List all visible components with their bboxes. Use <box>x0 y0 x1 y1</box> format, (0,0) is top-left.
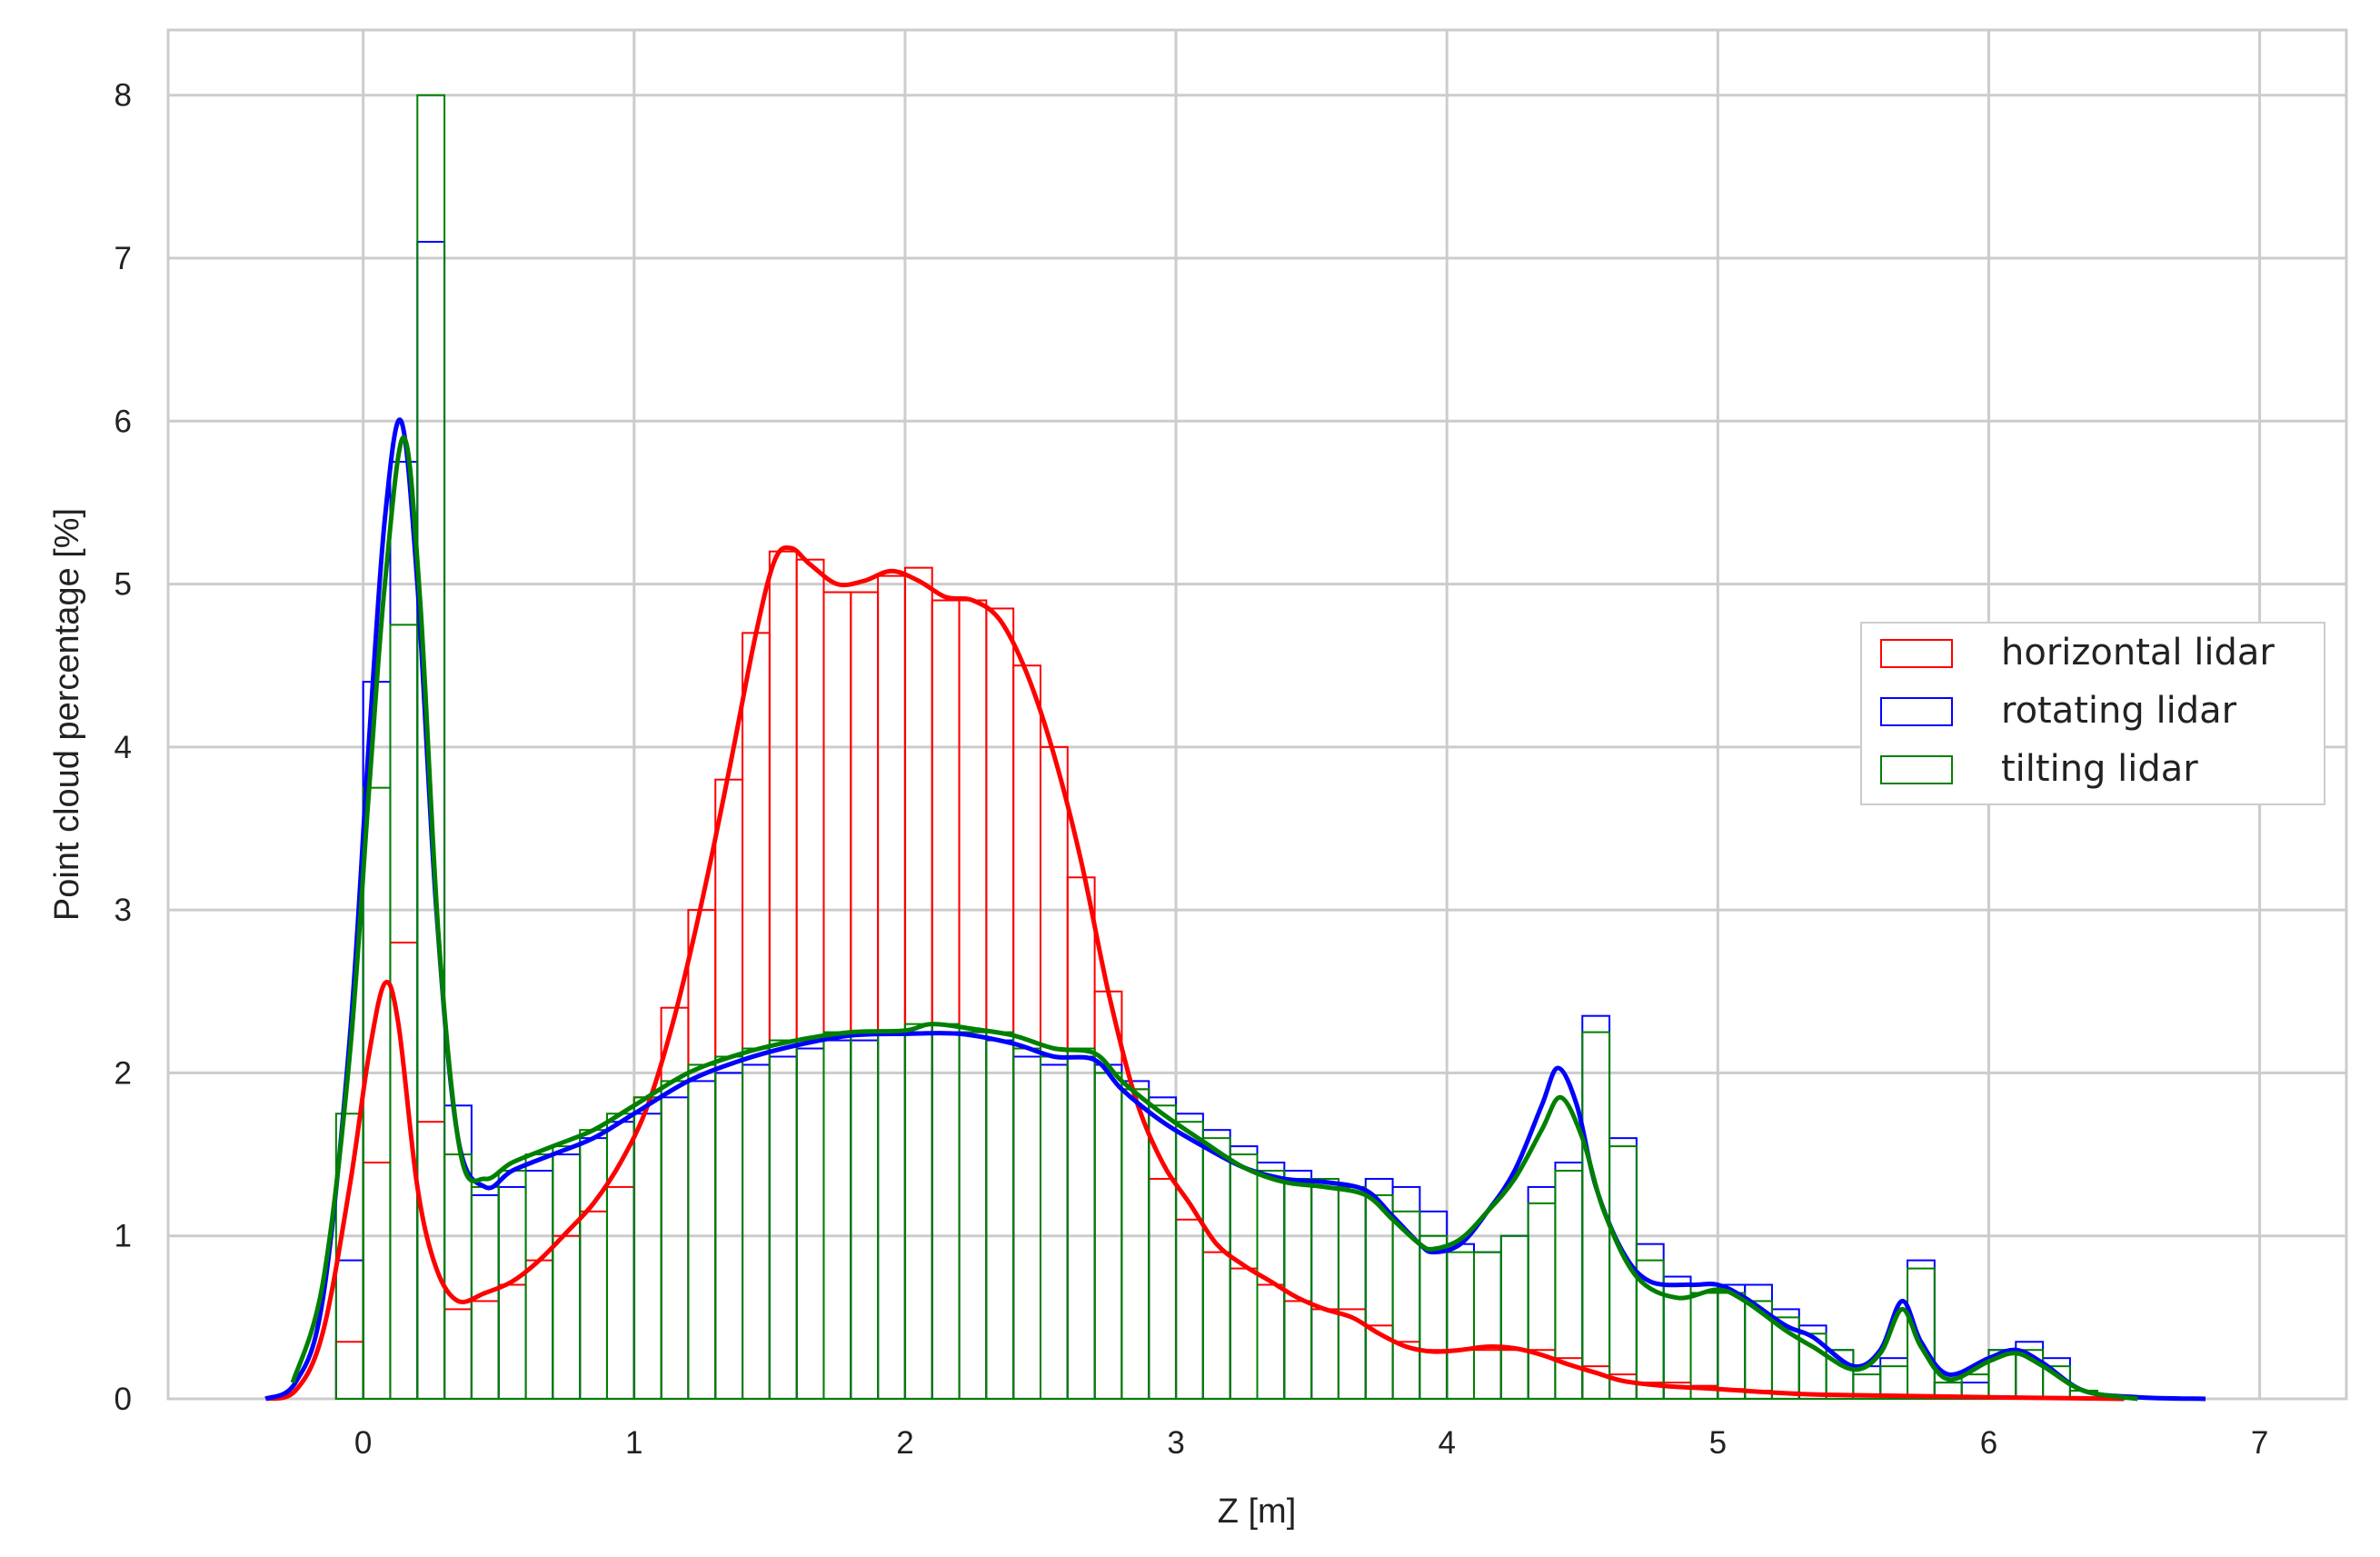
legend-swatch <box>1880 697 1953 726</box>
kde-line <box>290 434 2138 1402</box>
x-axis-label: Z [m] <box>1218 1492 1297 1531</box>
legend-box <box>1860 622 2325 805</box>
y-tick-label: 8 <box>115 78 132 114</box>
x-tick-label: 4 <box>1438 1425 1455 1461</box>
x-tick-label: 5 <box>1709 1425 1727 1461</box>
y-tick-label: 4 <box>115 730 132 765</box>
x-tick-label: 6 <box>1980 1425 1997 1461</box>
y-tick-label: 7 <box>115 241 132 276</box>
y-tick-label: 2 <box>115 1055 132 1091</box>
legend-swatch <box>1880 755 1953 784</box>
y-tick-label: 0 <box>115 1382 132 1417</box>
kde-curves <box>264 417 2206 1402</box>
histogram-bar <box>416 94 446 1401</box>
legend-label: rotating lidar <box>2001 690 2237 732</box>
y-tick-label: 6 <box>115 404 132 439</box>
x-tick-label: 7 <box>2251 1425 2268 1461</box>
kde-line <box>264 544 2125 1402</box>
x-tick-label: 0 <box>354 1425 372 1461</box>
y-axis-ticks: 0 1 2 3 4 5 6 7 8 <box>115 78 132 1417</box>
x-tick-label: 2 <box>896 1425 913 1461</box>
legend-swatch <box>1880 639 1953 668</box>
legend: horizontal lidar rotating lidar tilting li… <box>1860 622 2325 805</box>
y-axis-label: Point cloud percentage [%] <box>48 508 86 921</box>
y-tick-label: 3 <box>115 893 132 928</box>
y-tick-label: 5 <box>115 567 132 603</box>
histogram-bar <box>1907 1267 1936 1400</box>
x-axis-ticks: 0 1 2 3 4 5 6 7 <box>354 1425 2268 1461</box>
y-tick-label: 1 <box>115 1219 132 1254</box>
x-tick-label: 3 <box>1167 1425 1184 1461</box>
legend-label: tilting lidar <box>2001 748 2198 790</box>
x-tick-label: 1 <box>625 1425 642 1461</box>
legend-label: horizontal lidar <box>2001 632 2275 674</box>
